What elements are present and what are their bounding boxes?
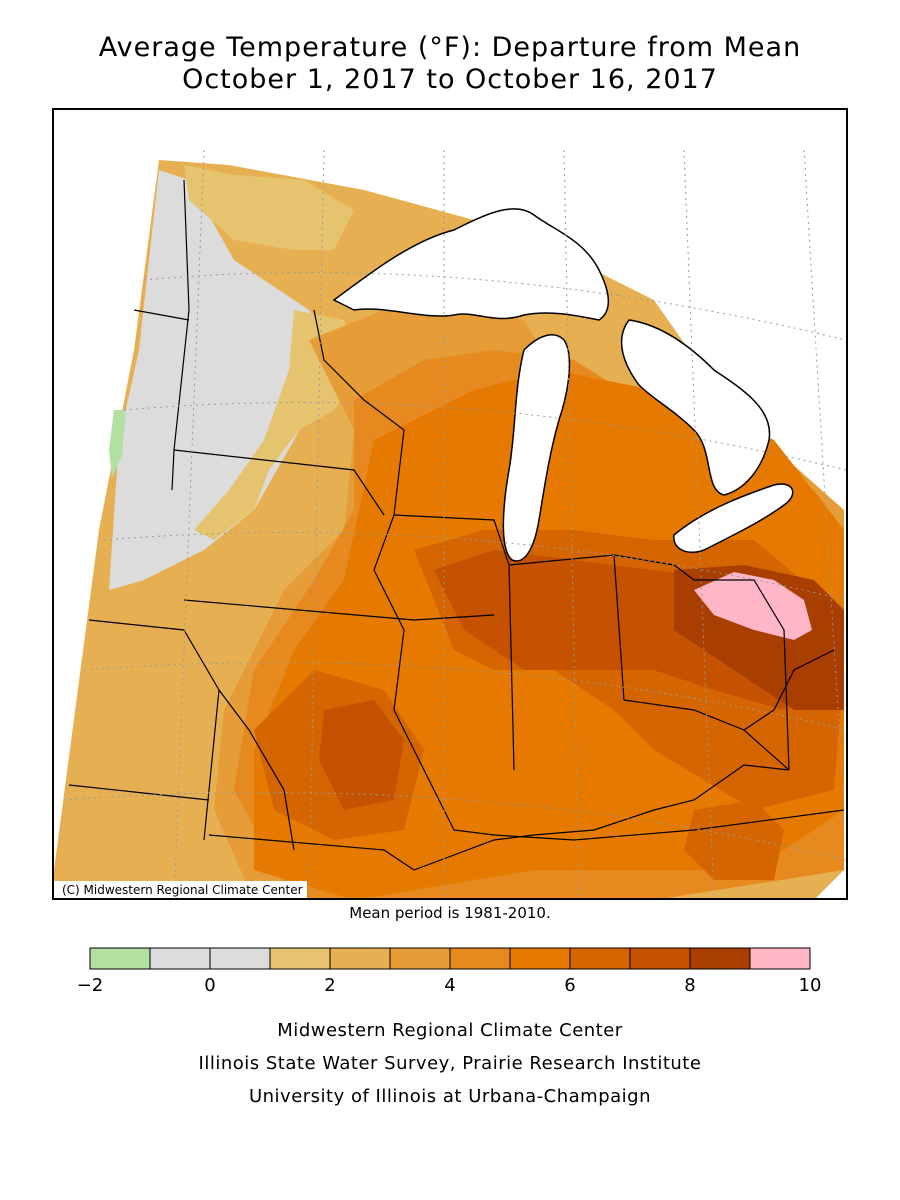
legend-swatch [449,947,511,970]
legend-swatch [149,947,211,970]
legend-swatch [209,947,271,970]
copyright-label: (C) Midwestern Regional Climate Center [54,881,307,898]
legend-swatch [749,947,811,970]
zone-light-tan [184,165,354,250]
map-title: Average Temperature (°F): Departure from… [98,32,802,63]
map-frame: (C) Midwestern Regional Climate Center [52,108,848,900]
zone-above-10 [694,572,812,640]
legend-swatch [89,947,151,970]
zone-near-normal [109,170,339,590]
zone-7-8-south [684,800,784,880]
canada-region [54,110,846,300]
lake-superior [332,208,610,321]
zone-light-tan-2 [194,310,364,540]
legend-tick-label: 8 [684,975,695,996]
credit-line-1: Midwestern Regional Climate Center [277,1020,623,1041]
legend-tick-label: 6 [564,975,575,996]
mean-period-note: Mean period is 1981-2010. [349,904,551,922]
legend-tick-label: 4 [444,975,455,996]
lake-erie [673,483,794,554]
legend-swatch [629,947,691,970]
legend-swatch [509,947,571,970]
temperature-departure-map [54,110,846,898]
legend-tick-label: 10 [799,975,822,996]
zone-below-normal [109,410,126,478]
credit-line-2: Illinois State Water Survey, Prairie Res… [198,1053,702,1074]
legend-tick-label: −2 [77,975,104,996]
graticule [63,149,846,898]
color-legend: −2 0 2 4 6 8 10 [77,947,822,996]
credit-line-3: University of Illinois at Urbana-Champai… [248,1086,652,1107]
legend-swatch [689,947,751,970]
lake-huron [620,319,771,496]
map-date-range: October 1, 2017 to October 16, 2017 [182,64,718,95]
legend-tick-label: 0 [204,975,215,996]
zone-8-9-west [319,700,404,810]
legend-swatch [329,947,391,970]
state-boundaries [68,179,845,871]
legend-tick-label: 2 [324,975,335,996]
legend-swatch [569,947,631,970]
legend-swatch [269,947,331,970]
lake-michigan [502,334,571,562]
legend-swatch [389,947,451,970]
